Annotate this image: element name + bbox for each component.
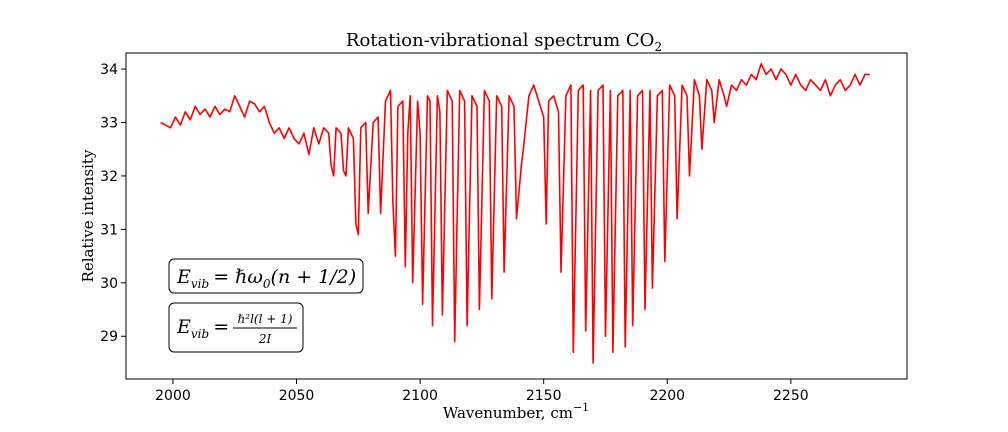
- annotation-fraction-denominator: 2I: [258, 332, 272, 346]
- chart-title-subscript: 2: [654, 40, 662, 54]
- svg-text:Evib= ℏω0(n + 1/2): Evib = ℏω0(n + 1/2): [176, 266, 356, 291]
- y-tick-label: 33: [100, 115, 118, 131]
- x-axis-ticks: 2000 2050 2100 2150 2200 2250: [155, 379, 809, 404]
- y-tick-label: 34: [100, 62, 118, 78]
- spectrum-series-line: [160, 62, 870, 364]
- svg-text:Evib=: Evib =: [176, 316, 229, 341]
- y-tick-label: 32: [100, 169, 118, 185]
- plot-area: [125, 52, 908, 380]
- x-axis-label: Wavenumber, cm−1: [443, 401, 589, 422]
- annotation-energy-rot: Evib = ℏ²l(l + 1) 2I: [168, 302, 304, 353]
- x-tick-label: 2150: [526, 388, 562, 404]
- x-tick-label: 2200: [649, 388, 685, 404]
- y-tick-label: 30: [100, 276, 118, 292]
- annotation-fraction-numerator: ℏ²l(l + 1): [238, 312, 293, 326]
- y-axis-ticks: 29 30 31 32 33 34: [100, 62, 126, 345]
- y-axis-label: Relative intensity: [79, 149, 97, 282]
- x-axis-label-superscript: −1: [573, 401, 589, 414]
- x-tick-label: 2100: [402, 388, 438, 404]
- x-tick-label: 2050: [279, 388, 315, 404]
- x-tick-label: 2250: [773, 388, 809, 404]
- y-tick-label: 29: [100, 329, 118, 345]
- annotation-energy-vib: Evib = ℏω0(n + 1/2): [168, 258, 364, 294]
- y-tick-label: 31: [100, 222, 118, 238]
- chart-title: Rotation-vibrational spectrum CO2: [346, 30, 662, 54]
- x-tick-label: 2000: [155, 388, 191, 404]
